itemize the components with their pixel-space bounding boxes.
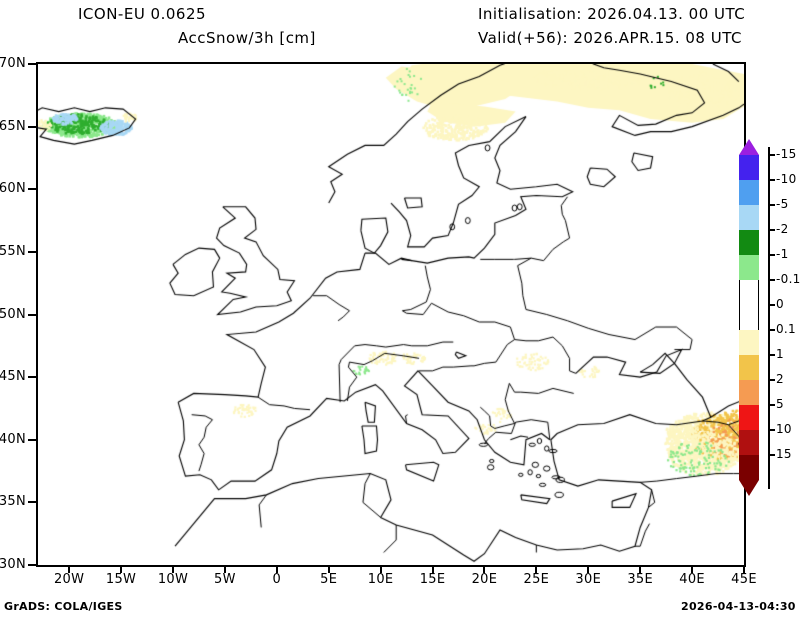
colorbar-tick-label: 5 xyxy=(776,397,784,411)
latitude-tick xyxy=(28,501,36,504)
colorbar-axis-line xyxy=(768,147,770,489)
colorbar-band xyxy=(739,355,759,380)
colorbar-band xyxy=(739,205,759,230)
colorbar-tick xyxy=(768,379,775,381)
colorbar-band xyxy=(739,230,759,255)
longitude-tick-label: 20E xyxy=(471,572,498,587)
latitude-tick-label: 60N xyxy=(0,181,26,197)
colorbar-tick-label: 2 xyxy=(776,372,784,386)
latitude-tick xyxy=(28,438,36,441)
longitude-tick-label: 45E xyxy=(731,572,757,587)
colorbar-band xyxy=(739,330,759,355)
latitude-tick-label: 50N xyxy=(0,306,26,322)
colorbar-tick-label: 1 xyxy=(776,347,784,361)
colorbar-tick-label: -0.1 xyxy=(776,272,800,286)
longitude-tick-label: 20W xyxy=(53,572,85,587)
colorbar-tick xyxy=(768,154,775,156)
latitude-tick xyxy=(28,313,36,316)
colorbar-band xyxy=(739,155,759,180)
colorbar-tick xyxy=(768,429,775,431)
valid-time: Valid(+56): 2026.APR.15. 08 UTC xyxy=(478,29,742,47)
colorbar-band xyxy=(739,380,759,405)
colorbar xyxy=(739,139,759,496)
colorbar-band xyxy=(739,280,759,305)
longitude-tick xyxy=(327,565,330,573)
colorbar-band xyxy=(739,430,759,455)
latitude-tick-label: 40N xyxy=(0,431,26,447)
longitude-tick xyxy=(68,565,71,573)
colorbar-tick xyxy=(768,254,775,256)
colorbar-cap-bottom-icon xyxy=(739,480,759,496)
colorbar-band xyxy=(739,180,759,205)
latitude-tick xyxy=(28,250,36,253)
colorbar-tick-label: -2 xyxy=(776,222,789,236)
colorbar-tick xyxy=(768,354,775,356)
longitude-tick xyxy=(639,565,642,573)
longitude-tick xyxy=(691,565,694,573)
colorbar-tick xyxy=(768,229,775,231)
longitude-tick xyxy=(743,565,745,573)
colorbar-band xyxy=(739,305,759,330)
longitude-tick-label: 10W xyxy=(157,572,189,587)
longitude-tick-label: 40E xyxy=(679,572,705,587)
longitude-tick xyxy=(275,565,278,573)
longitude-tick-label: 30E xyxy=(575,572,602,587)
colorbar-band xyxy=(739,255,759,280)
colorbar-tick-label: 0 xyxy=(776,297,784,311)
model-title: ICON-EU 0.0625 xyxy=(78,5,207,23)
latitude-tick-label: 45N xyxy=(0,369,26,385)
longitude-tick xyxy=(223,565,226,573)
run-timestamp: 2026-04-13-04:30 xyxy=(681,600,796,613)
colorbar-tick-label: 10 xyxy=(776,422,792,436)
colorbar-tick xyxy=(768,279,775,281)
longitude-tick-label: 15W xyxy=(105,572,137,587)
latitude-tick xyxy=(28,564,36,566)
longitude-tick xyxy=(535,565,538,573)
longitude-tick-label: 35E xyxy=(627,572,653,587)
longitude-tick xyxy=(120,565,123,573)
longitude-tick xyxy=(431,565,434,573)
initialisation-time: Initialisation: 2026.04.13. 00 UTC xyxy=(478,5,746,23)
colorbar-tick xyxy=(768,304,775,306)
map-canvas xyxy=(38,64,744,565)
colorbar-tick-label: 0.1 xyxy=(776,322,796,336)
latitude-tick xyxy=(28,376,36,379)
colorbar-tick xyxy=(768,329,775,331)
colorbar-tick-label: -10 xyxy=(776,172,797,186)
longitude-tick-label: 0 xyxy=(272,572,282,587)
longitude-tick xyxy=(483,565,486,573)
longitude-tick xyxy=(379,565,382,573)
longitude-tick xyxy=(171,565,174,573)
longitude-tick-label: 25E xyxy=(523,572,550,587)
field-title: AccSnow/3h [cm] xyxy=(178,29,316,47)
colorbar-band xyxy=(739,405,759,430)
colorbar-tick xyxy=(768,454,775,456)
colorbar-cap-top-icon xyxy=(739,139,759,155)
colorbar-tick-label: -1 xyxy=(776,247,789,261)
latitude-tick-label: 70N xyxy=(0,56,26,71)
latitude-tick xyxy=(28,125,36,128)
colorbar-tick xyxy=(768,204,775,206)
longitude-tick-label: 5E xyxy=(320,572,338,587)
latitude-tick xyxy=(28,63,36,65)
longitude-tick xyxy=(587,565,590,573)
grads-credit: GrADS: COLA/IGES xyxy=(4,600,123,613)
longitude-tick-label: 15E xyxy=(419,572,446,587)
longitude-tick-label: 10E xyxy=(367,572,394,587)
map-plot-area xyxy=(36,62,746,567)
colorbar-tick xyxy=(768,404,775,406)
longitude-tick-label: 5W xyxy=(214,572,236,587)
colorbar-tick-label: -15 xyxy=(776,147,797,161)
colorbar-tick xyxy=(768,179,775,181)
colorbar-band xyxy=(739,455,759,480)
latitude-tick xyxy=(28,188,36,191)
latitude-tick-label: 65N xyxy=(0,118,26,134)
latitude-tick-label: 35N xyxy=(0,494,26,510)
latitude-tick-label: 55N xyxy=(0,243,26,259)
colorbar-tick-label: 15 xyxy=(776,447,792,461)
colorbar-tick-label: -5 xyxy=(776,197,789,211)
latitude-tick-label: 30N xyxy=(0,557,26,572)
